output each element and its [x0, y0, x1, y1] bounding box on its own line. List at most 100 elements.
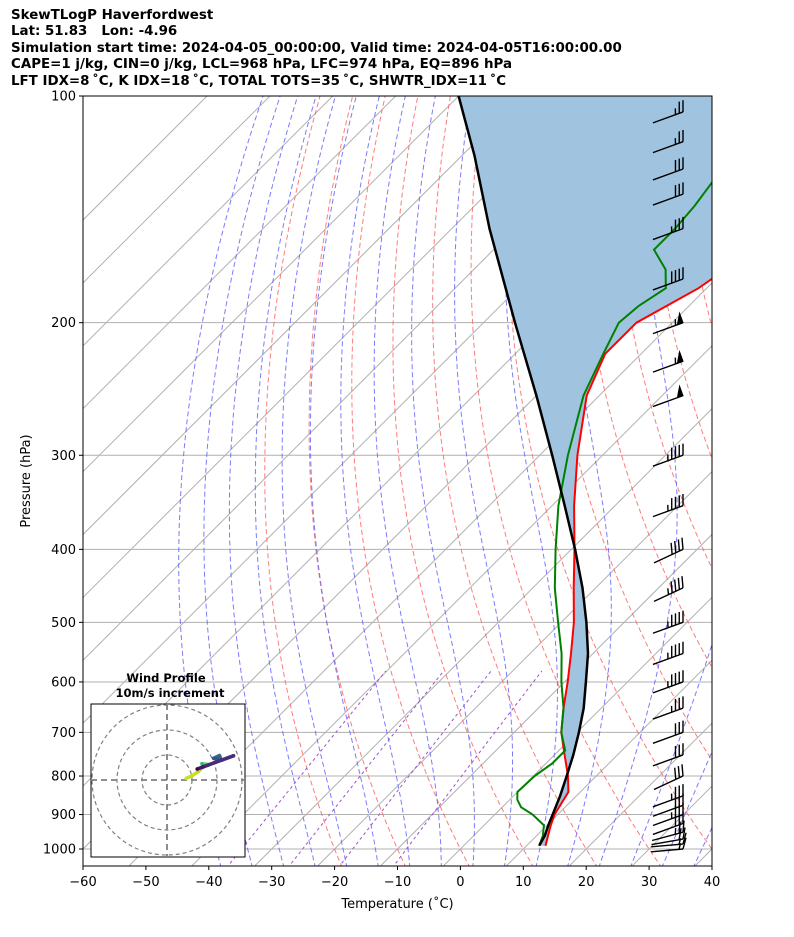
y-tick-label: 1000 — [43, 843, 76, 858]
wind-barb — [652, 696, 684, 720]
wind-barb — [652, 384, 684, 408]
moist-adiabat — [281, 96, 348, 866]
y-tick-label: 400 — [51, 543, 76, 558]
x-tick-label: −50 — [132, 875, 159, 890]
isotherm-gridline — [191, 345, 712, 866]
hodograph-title: Wind Profile — [126, 671, 206, 685]
wind-barb — [652, 493, 684, 518]
moist-adiabat — [504, 96, 558, 866]
dry-adiabat — [774, 79, 794, 868]
title-line: CAPE=1 j/kg, CIN=0 j/kg, LCL=968 hPa, LF… — [11, 57, 513, 73]
wind-barb — [653, 764, 684, 791]
wind-barb — [652, 349, 684, 373]
moist-adiabat — [228, 96, 299, 866]
dry-adiabat — [264, 96, 342, 866]
mixing-ratio-line — [227, 670, 387, 866]
title-line: SkewTLogP Haverfordwest — [11, 8, 214, 23]
isotherm-gridline — [83, 96, 271, 284]
x-tick-label: 10 — [515, 875, 532, 890]
wind-barb — [652, 743, 684, 767]
moist-adiabat — [340, 96, 411, 866]
wind-barb — [652, 443, 684, 467]
x-tick-label: 40 — [704, 875, 721, 890]
isotherm-gridline — [379, 533, 712, 866]
isotherm-gridline — [83, 96, 586, 599]
moist-adiabat — [564, 96, 612, 866]
isotherm-gridline — [316, 470, 712, 866]
isotherm-gridline — [83, 96, 208, 221]
hodograph-segment — [213, 754, 236, 765]
x-tick-label: −10 — [384, 875, 411, 890]
wind-barb — [652, 784, 684, 808]
isotherm-gridline — [83, 96, 397, 410]
isotherm-gridline — [83, 96, 334, 347]
mixing-ratio-line — [288, 670, 445, 866]
wind-barb — [652, 216, 684, 241]
x-tick-label: −30 — [258, 875, 285, 890]
x-tick-label: −40 — [195, 875, 222, 890]
dry-adiabat — [507, 96, 712, 850]
y-tick-label: 200 — [51, 316, 76, 331]
isotherm-gridline — [83, 96, 460, 473]
mixing-ratio-line — [338, 670, 492, 866]
isotherm-gridline — [128, 282, 712, 866]
parcel-line — [457, 96, 590, 847]
dry-adiabat — [470, 96, 662, 866]
wind-barb — [653, 537, 684, 564]
dry-adiabat — [710, 96, 712, 117]
hodograph-subtitle: 10m/s increment — [116, 686, 225, 700]
isotherm-gridline — [505, 659, 712, 866]
y-tick-label: 100 — [51, 90, 76, 105]
chart-title: SkewTLogP Haverfordwest Lat: 51.83 Lon: -… — [11, 8, 622, 90]
dry-adiabat — [578, 96, 712, 669]
dry-adiabat — [392, 96, 534, 866]
x-tick-label: 20 — [578, 875, 595, 890]
wind-barb — [652, 641, 684, 666]
wind-barb — [651, 820, 685, 842]
cape-shading — [458, 96, 712, 846]
title-line: Simulation start time: 2024-04-05_00:00:… — [11, 40, 622, 56]
y-tick-label: 300 — [51, 449, 76, 464]
mixing-ratio-line — [393, 670, 543, 866]
moist-adiabat — [411, 96, 475, 866]
moist-adiabat — [373, 96, 442, 866]
wind-barb — [651, 827, 686, 846]
x-tick-label: 0 — [456, 875, 464, 890]
wind-barb — [653, 576, 684, 603]
wind-barb — [652, 267, 684, 291]
temperature-line — [544, 277, 712, 846]
moist-adiabat — [254, 96, 317, 866]
isotherm-gridline — [83, 96, 523, 536]
y-tick-label: 500 — [51, 616, 76, 631]
dry-adiabat — [351, 96, 470, 866]
y-tick-label: 600 — [51, 675, 76, 690]
moist-adiabat — [598, 96, 678, 866]
wind-barb — [652, 311, 684, 335]
x-tick-label: 30 — [641, 875, 658, 890]
y-tick-label: 700 — [51, 726, 76, 741]
moist-adiabat — [661, 750, 712, 866]
dry-adiabat — [432, 96, 598, 866]
wind-barb — [652, 100, 684, 124]
wind-barb — [652, 610, 684, 634]
moist-adiabat — [203, 96, 281, 866]
x-tick-label: −20 — [321, 875, 348, 890]
wind-barb — [652, 670, 684, 694]
isotherm-gridline — [253, 407, 712, 866]
wind-barb — [652, 720, 684, 744]
isotherm-gridline — [568, 722, 712, 866]
y-axis-label: Pressure (hPa) — [19, 434, 34, 527]
y-tick-label: 900 — [51, 808, 76, 823]
x-tick-label: −60 — [69, 875, 96, 890]
wind-barb — [652, 157, 684, 181]
title-line: Lat: 51.83 Lon: -4.96 — [11, 24, 178, 40]
dry-adiabat — [308, 96, 406, 866]
wind-barb — [652, 130, 684, 154]
isotherm-gridline — [756, 79, 794, 868]
x-axis-label: Temperature (˚C) — [340, 896, 453, 912]
title-line: LFT IDX=8 ˚C, K IDX=18 ˚C, TOTAL TOTS=35… — [11, 73, 507, 89]
hodograph-plot — [91, 704, 245, 857]
y-tick-label: 800 — [51, 770, 76, 785]
wind-barb — [652, 182, 684, 206]
